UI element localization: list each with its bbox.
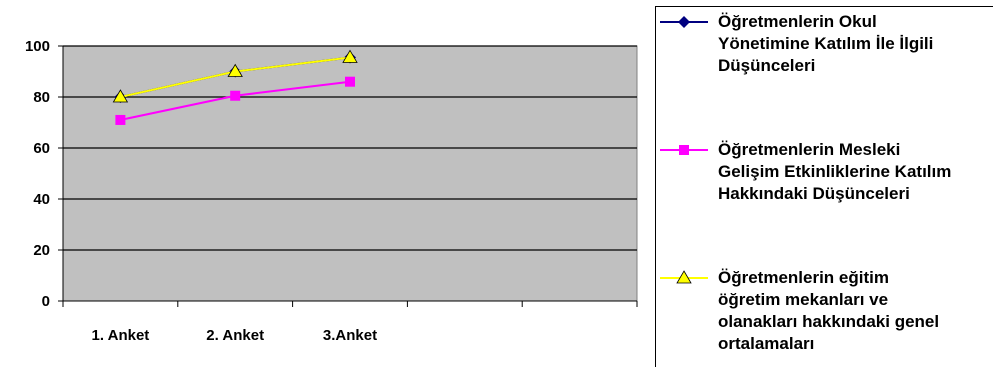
- legend-label-line: olanakları hakkındaki genel: [718, 312, 940, 331]
- data-point: [342, 49, 358, 63]
- legend: Öğretmenlerin Okul Yönetimine Katılım İle…: [655, 6, 993, 367]
- y-tick-label: 80: [33, 89, 50, 106]
- legend-label-line: Yönetimine Katılım İle İlgili: [718, 34, 934, 53]
- gridlines: [63, 45, 637, 251]
- legend-label-line: öğretim mekanları ve: [718, 290, 889, 309]
- data-point: [112, 89, 129, 103]
- axes: [62, 46, 637, 302]
- legend-label-line: Hakkındaki Düşünceleri: [718, 184, 910, 203]
- series-group: [112, 49, 358, 125]
- y-tick-label: 100: [25, 38, 50, 55]
- legend-label: Öğretmenlerin Mesleki Gelişim Etkinlikler…: [718, 139, 988, 205]
- data-point: [345, 76, 355, 87]
- x-tick-label: 3.Anket: [323, 327, 377, 344]
- legend-marker: [676, 270, 692, 284]
- y-tick-label: 60: [33, 140, 50, 157]
- legend-label: Öğretmenlerin Okul Yönetimine Katılım İle…: [718, 11, 988, 77]
- data-point: [227, 63, 243, 77]
- legend-symbol: [660, 16, 708, 28]
- y-axis-ticks: 0 20 40 60 80 100: [25, 38, 63, 310]
- legend-marker: [679, 145, 689, 155]
- data-point: [230, 90, 241, 101]
- legend-label-line: Gelişim Etkinliklerine Katılım: [718, 162, 952, 181]
- y-tick-label: 20: [33, 242, 50, 259]
- legend-label-line: ortalamaları: [718, 334, 815, 353]
- y-tick-label: 40: [33, 191, 50, 208]
- y-tick-label: 0: [42, 293, 50, 310]
- legend-label-line: Öğretmenlerin eğitim: [718, 268, 889, 287]
- x-axis-ticks: 1. Anket 2. Anket 3.Anket: [62, 301, 638, 344]
- legend-label: Öğretmenlerin eğitim öğretim mekanları ve…: [718, 267, 988, 355]
- x-tick-label: 2. Anket: [206, 327, 264, 344]
- legend-label-line: Öğretmenlerin Okul: [718, 12, 877, 31]
- series-square: [115, 76, 355, 125]
- legend-marker: [678, 16, 690, 28]
- data-point: [115, 114, 126, 125]
- x-tick-label: 1. Anket: [92, 327, 150, 344]
- legend-symbol: [660, 145, 708, 155]
- legend-symbol: [660, 270, 708, 284]
- line-chart: 0 20 40 60 80 100 1. Anket 2. Anket 3.Anket: [25, 38, 638, 344]
- legend-label-line: Düşünceleri: [718, 56, 816, 75]
- series-triangle: [112, 49, 358, 103]
- legend-label-line: Öğretmenlerin Mesleki: [718, 140, 901, 159]
